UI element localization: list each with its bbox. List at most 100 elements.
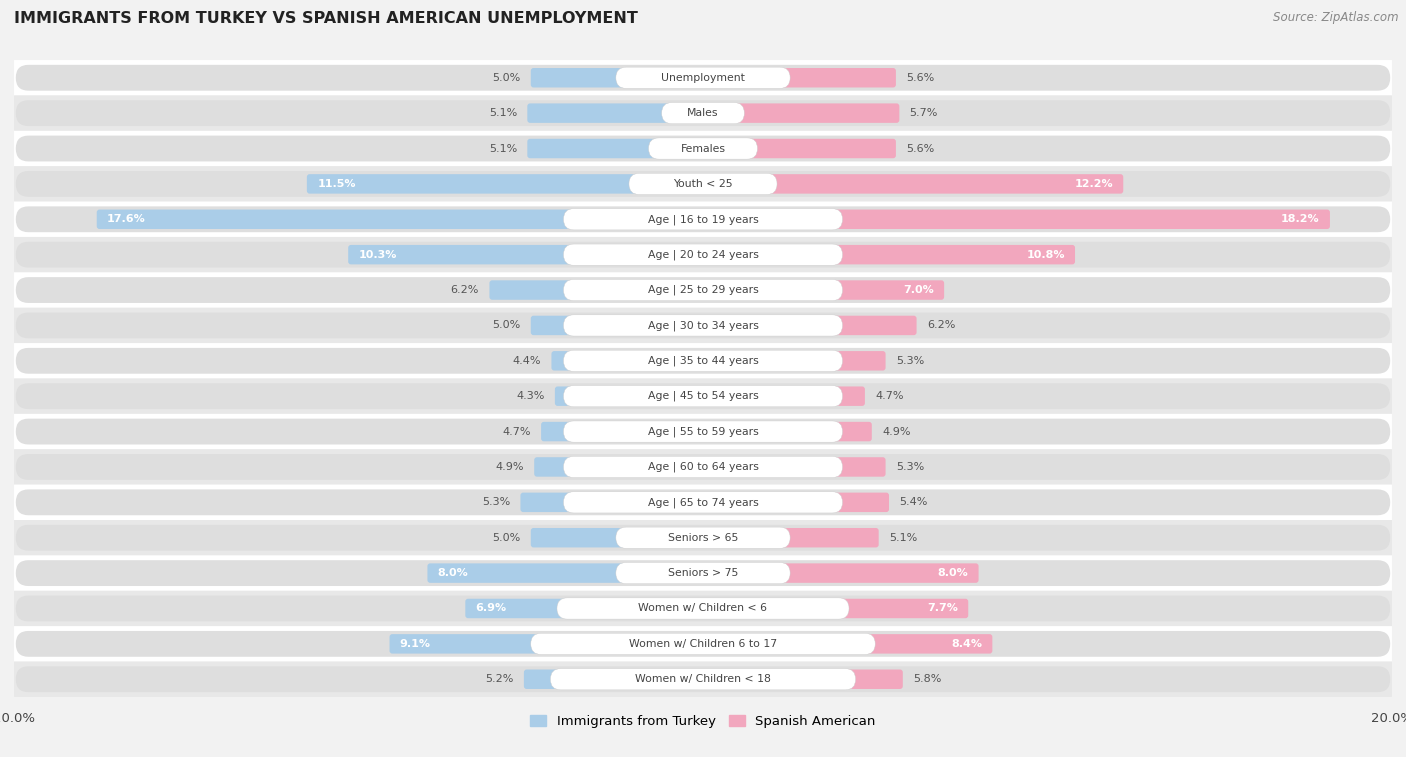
FancyBboxPatch shape [15,383,1391,409]
FancyBboxPatch shape [564,492,842,513]
Text: 5.7%: 5.7% [910,108,938,118]
FancyBboxPatch shape [14,378,1392,414]
FancyBboxPatch shape [564,421,842,442]
FancyBboxPatch shape [703,457,886,477]
FancyBboxPatch shape [703,563,979,583]
Text: Seniors > 75: Seniors > 75 [668,568,738,578]
Text: 5.1%: 5.1% [489,108,517,118]
FancyBboxPatch shape [15,596,1391,621]
FancyBboxPatch shape [648,138,758,159]
FancyBboxPatch shape [520,493,703,512]
FancyBboxPatch shape [531,68,703,88]
Text: Age | 20 to 24 years: Age | 20 to 24 years [648,249,758,260]
Text: 17.6%: 17.6% [107,214,146,224]
Text: 4.9%: 4.9% [495,462,524,472]
Text: 6.2%: 6.2% [927,320,955,330]
FancyBboxPatch shape [703,669,903,689]
FancyBboxPatch shape [14,484,1392,520]
Text: 5.8%: 5.8% [912,674,942,684]
FancyBboxPatch shape [15,348,1391,374]
FancyBboxPatch shape [15,207,1391,232]
Text: 5.3%: 5.3% [896,462,924,472]
Text: 5.0%: 5.0% [492,533,520,543]
FancyBboxPatch shape [15,490,1391,516]
FancyBboxPatch shape [14,167,1392,201]
Text: 8.0%: 8.0% [437,568,468,578]
Text: 5.0%: 5.0% [492,320,520,330]
FancyBboxPatch shape [527,104,703,123]
FancyBboxPatch shape [14,308,1392,343]
FancyBboxPatch shape [703,174,1123,194]
FancyBboxPatch shape [550,668,856,690]
Text: 10.8%: 10.8% [1026,250,1064,260]
Text: 5.2%: 5.2% [485,674,513,684]
FancyBboxPatch shape [14,520,1392,556]
Text: 8.4%: 8.4% [950,639,981,649]
Text: Males: Males [688,108,718,118]
Text: Age | 60 to 64 years: Age | 60 to 64 years [648,462,758,472]
Text: 4.3%: 4.3% [516,391,544,401]
FancyBboxPatch shape [15,454,1391,480]
FancyBboxPatch shape [703,210,1330,229]
FancyBboxPatch shape [14,449,1392,484]
Text: 8.0%: 8.0% [938,568,969,578]
Text: 5.0%: 5.0% [492,73,520,83]
Text: Age | 45 to 54 years: Age | 45 to 54 years [648,391,758,401]
FancyBboxPatch shape [527,139,703,158]
FancyBboxPatch shape [531,528,703,547]
FancyBboxPatch shape [616,562,790,584]
Text: 10.3%: 10.3% [359,250,396,260]
FancyBboxPatch shape [14,414,1392,449]
Text: Age | 65 to 74 years: Age | 65 to 74 years [648,497,758,508]
FancyBboxPatch shape [616,67,790,89]
FancyBboxPatch shape [541,422,703,441]
Text: 5.1%: 5.1% [889,533,917,543]
FancyBboxPatch shape [551,351,703,370]
FancyBboxPatch shape [15,419,1391,444]
FancyBboxPatch shape [15,241,1391,267]
FancyBboxPatch shape [14,201,1392,237]
FancyBboxPatch shape [15,560,1391,586]
Text: 4.7%: 4.7% [502,427,531,437]
FancyBboxPatch shape [616,527,790,548]
FancyBboxPatch shape [564,456,842,478]
FancyBboxPatch shape [531,634,875,655]
Text: 4.9%: 4.9% [882,427,911,437]
Text: 4.7%: 4.7% [875,391,904,401]
FancyBboxPatch shape [703,351,886,370]
FancyBboxPatch shape [564,279,842,301]
Text: Women w/ Children < 6: Women w/ Children < 6 [638,603,768,613]
FancyBboxPatch shape [564,385,842,407]
FancyBboxPatch shape [307,174,703,194]
FancyBboxPatch shape [15,65,1391,91]
Text: 5.6%: 5.6% [907,144,935,154]
FancyBboxPatch shape [703,387,865,406]
FancyBboxPatch shape [97,210,703,229]
FancyBboxPatch shape [628,173,778,195]
Text: 11.5%: 11.5% [318,179,356,189]
FancyBboxPatch shape [703,245,1076,264]
FancyBboxPatch shape [14,590,1392,626]
Text: Age | 25 to 29 years: Age | 25 to 29 years [648,285,758,295]
FancyBboxPatch shape [389,634,703,653]
FancyBboxPatch shape [15,171,1391,197]
FancyBboxPatch shape [14,95,1392,131]
FancyBboxPatch shape [534,457,703,477]
FancyBboxPatch shape [465,599,703,618]
Text: Age | 16 to 19 years: Age | 16 to 19 years [648,214,758,225]
Text: Age | 35 to 44 years: Age | 35 to 44 years [648,356,758,366]
FancyBboxPatch shape [15,666,1391,692]
FancyBboxPatch shape [703,280,945,300]
Text: Youth < 25: Youth < 25 [673,179,733,189]
FancyBboxPatch shape [524,669,703,689]
FancyBboxPatch shape [15,525,1391,550]
FancyBboxPatch shape [349,245,703,264]
Text: 5.6%: 5.6% [907,73,935,83]
FancyBboxPatch shape [555,387,703,406]
FancyBboxPatch shape [14,237,1392,273]
FancyBboxPatch shape [14,626,1392,662]
Text: Women w/ Children 6 to 17: Women w/ Children 6 to 17 [628,639,778,649]
FancyBboxPatch shape [15,277,1391,303]
FancyBboxPatch shape [703,493,889,512]
FancyBboxPatch shape [703,528,879,547]
